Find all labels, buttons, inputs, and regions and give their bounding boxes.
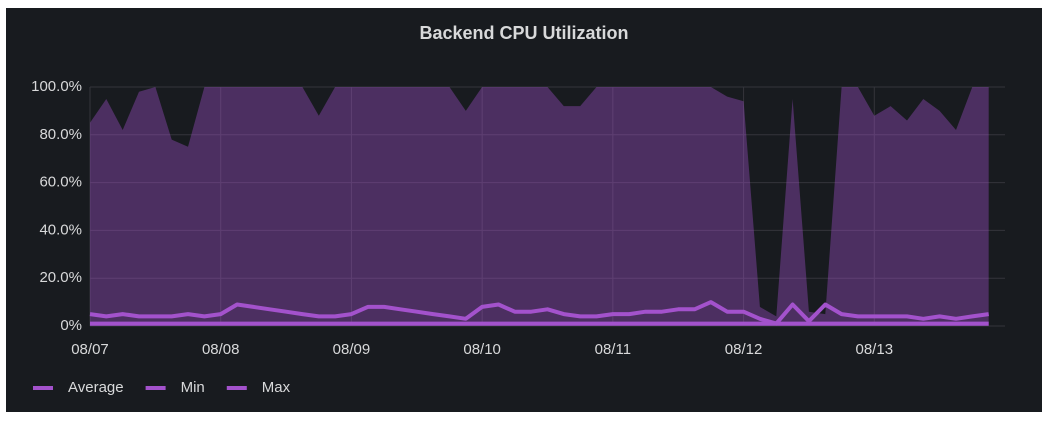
y-tick-label: 0%	[60, 317, 82, 334]
legend-label: Max	[262, 379, 291, 396]
chart-title: Backend CPU Utilization	[419, 23, 628, 43]
x-tick-label: 08/13	[856, 341, 894, 358]
x-tick-label: 08/09	[333, 341, 371, 358]
legend-label: Min	[181, 379, 205, 396]
area	[90, 87, 989, 326]
y-tick-label: 80.0%	[39, 126, 82, 143]
y-tick-label: 100.0%	[31, 78, 82, 95]
legend-label: Average	[68, 379, 124, 396]
x-tick-label: 08/11	[595, 341, 631, 358]
y-tick-label: 40.0%	[39, 221, 82, 238]
x-tick-label: 08/08	[202, 341, 240, 358]
x-tick-label: 08/07	[71, 341, 109, 358]
line	[89, 300, 989, 326]
panel	[6, 8, 1042, 412]
y-tick-label: 60.0%	[39, 174, 82, 191]
x-tick-label: 08/10	[463, 341, 501, 358]
x-tick-label: 08/12	[725, 341, 763, 358]
y-tick-label: 20.0%	[39, 269, 82, 286]
